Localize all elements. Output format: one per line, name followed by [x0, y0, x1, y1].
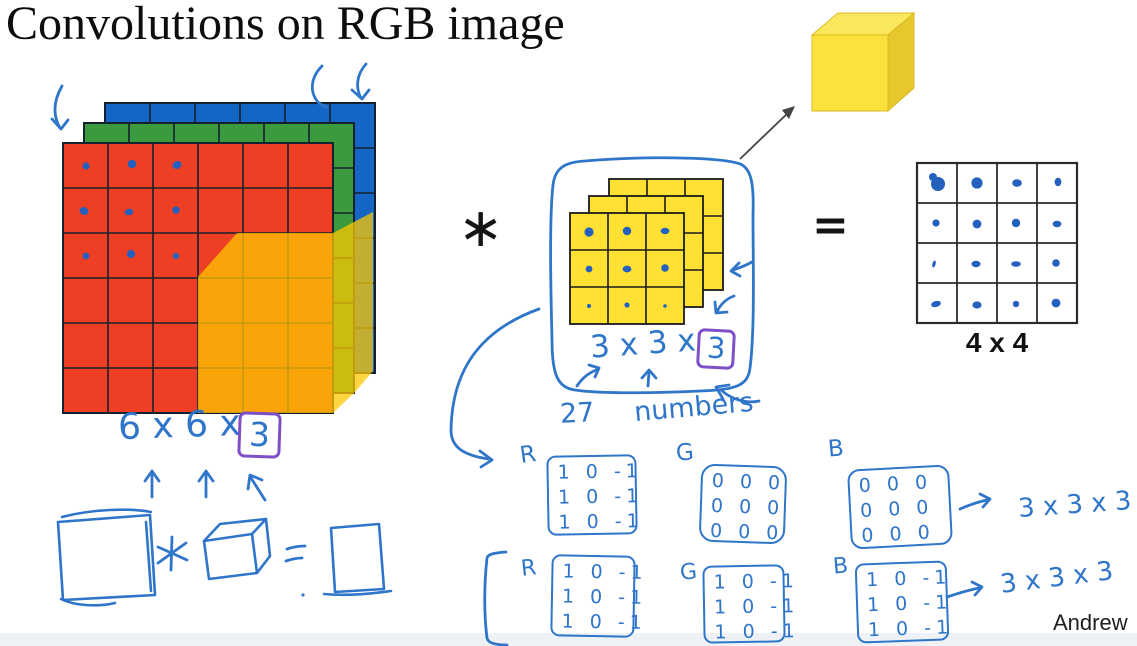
- yellow-cube-3d: [810, 11, 916, 113]
- filter-channels-boxed: 3: [695, 328, 737, 370]
- result-arrow-top: [958, 492, 992, 511]
- bank-bottom-r-matrix: 1 0 -1 1 0 -1 1 0 -1: [550, 554, 648, 638]
- matrix-row: 1 0 -1: [557, 460, 643, 484]
- bank-top-r-label: R: [518, 441, 538, 469]
- matrix-row: 0 0 0: [710, 494, 785, 520]
- bank-top-b-matrix: 0 0 0 0 0 0 0 0 0: [846, 464, 954, 550]
- stack-annotation-arrows: [50, 62, 371, 131]
- filter-bank-bracket: [483, 550, 509, 646]
- input-filter-position-dots: [79, 159, 182, 260]
- filter-to-cube-arrow: [739, 106, 795, 160]
- sketch-equals: [284, 544, 307, 563]
- matrix-row: 1 0 -1: [867, 616, 954, 642]
- matrix-row: 0 0 0: [709, 519, 784, 545]
- filter-volume-outline: [549, 156, 755, 395]
- result-arrow-bottom: [945, 580, 984, 599]
- bank-bottom-g-label: G: [678, 559, 699, 586]
- input-dims-label: 6 x 6 x: [117, 402, 242, 449]
- matrix-row: 1 0 -1: [561, 610, 647, 634]
- sketch-output-square: [301, 522, 393, 597]
- filter-dims-arrows: [575, 363, 761, 404]
- output-dims-label: 4 x 4: [965, 327, 1029, 358]
- sketch-asterisk: [156, 535, 189, 572]
- bank-bottom-b-matrix: 1 0 -1 1 0 -1 1 0 -1: [854, 560, 954, 644]
- matrix-row: 1 0 -1: [866, 591, 953, 617]
- sketch-filter-cube: [202, 517, 272, 581]
- bank-top-g-matrix: 0 0 0 0 0 0 0 0 0: [698, 463, 788, 545]
- sketch-input-square: [56, 508, 157, 607]
- bank-top-b-label: B: [826, 435, 845, 463]
- matrix-row: 1 0 -1: [865, 566, 952, 592]
- bank-bottom-b-label: B: [831, 553, 850, 580]
- input-channels-boxed: 3: [237, 411, 282, 460]
- param-count: 27: [559, 397, 596, 430]
- output-value-dots: [929, 173, 1062, 309]
- filter-to-bank-curve-arrow: [449, 307, 541, 469]
- bank-top-r-matrix: 1 0 -1 1 0 -1 1 0 -1: [546, 454, 644, 536]
- filter-dims-label: 3 x 3 x: [588, 322, 697, 366]
- input-dims-arrows: [143, 469, 267, 502]
- yellow-filter-cube-highlight: [198, 212, 373, 413]
- matrix-row: 1 0 -1: [561, 585, 648, 609]
- slide-title: Convolutions on RGB image: [6, 0, 565, 50]
- matrix-row: 1 0 -1: [558, 510, 644, 534]
- matrix-row: 1 0 -1: [714, 620, 800, 644]
- bank-bottom-g-matrix: 1 0 -1 1 0 -1 1 0 -1: [702, 564, 800, 644]
- output-grid: [915, 161, 1079, 325]
- author-credit: Andrew: [1053, 610, 1128, 635]
- matrix-row: 0 0 0: [860, 521, 936, 548]
- convolution-operator: ∗: [458, 196, 504, 259]
- filter-weight-dots: [584, 226, 670, 309]
- equals-sign: =: [812, 200, 849, 251]
- bank-top-g-label: G: [674, 439, 695, 467]
- matrix-row: 1 0 -1: [557, 485, 644, 509]
- matrix-row: 1 0 -1: [713, 570, 800, 594]
- matrix-row: 0 0 0: [711, 469, 786, 495]
- filter-side-arrows: [713, 260, 754, 315]
- bank-bottom-r-label: R: [519, 555, 538, 582]
- matrix-row: 1 0 -1: [713, 595, 800, 619]
- bottom-strip: [0, 633, 1137, 646]
- matrix-row: 1 0 -1: [562, 560, 648, 584]
